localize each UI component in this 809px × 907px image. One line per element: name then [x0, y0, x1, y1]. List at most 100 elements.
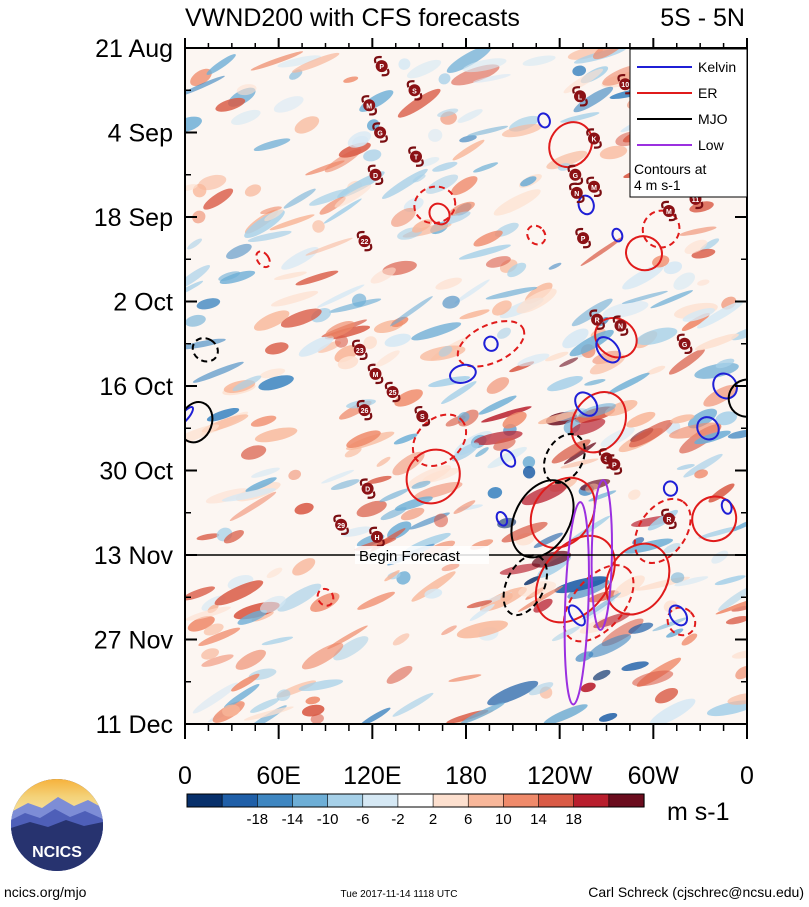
storm-circle-icon: [363, 99, 376, 112]
anomaly-blob: [467, 125, 509, 137]
colorbar-unit: m s-1: [667, 798, 730, 826]
storm-swirl-icon: [414, 405, 431, 427]
anomaly-blob: [437, 108, 459, 118]
anomaly-blob: [497, 327, 511, 339]
colorbar-label: -2: [391, 811, 404, 828]
storm-marker: R: [661, 508, 677, 530]
anomaly-blob: [523, 576, 540, 586]
region-label: 5S - 5N: [660, 4, 745, 32]
er-contour: [666, 606, 697, 637]
storm-swirl-icon: [361, 95, 378, 116]
storm-label: P: [581, 236, 586, 243]
anomaly-blob: [359, 707, 391, 724]
anomaly-blob: [185, 75, 225, 97]
storm-circle-icon: [410, 150, 422, 163]
legend-box: [629, 48, 748, 198]
x-tick-label: 60W: [628, 762, 680, 790]
storm-marker: G: [676, 333, 693, 355]
storm-circle-icon: [569, 168, 582, 181]
x-tick-label: 180: [445, 762, 487, 790]
storm-circle-icon: [361, 482, 374, 495]
anomaly-blob: [501, 521, 548, 543]
anomaly-blob: [694, 362, 739, 379]
anomaly-blob: [562, 328, 589, 349]
anomaly-blob: [376, 456, 391, 467]
colorbar-label: 2: [429, 811, 437, 828]
anomaly-blob: [559, 357, 579, 367]
anomaly-blob: [502, 411, 527, 429]
anomaly-blob: [253, 310, 290, 331]
anomaly-blob: [413, 481, 463, 500]
anomaly-blob: [240, 445, 267, 460]
er-contour: [625, 235, 663, 272]
anomaly-blob: [411, 480, 431, 489]
anomaly-blob: [681, 633, 698, 646]
storm-circle-icon: [375, 60, 388, 73]
anomaly-blob: [697, 300, 744, 329]
anomaly-blob: [522, 465, 536, 479]
anomaly-blob: [310, 592, 340, 612]
anomaly-blob: [628, 489, 641, 500]
anomaly-blob: [628, 622, 654, 634]
anomaly-blob: [185, 265, 211, 290]
anomaly-blob: [469, 603, 495, 622]
anomaly-blob: [622, 264, 665, 290]
storm-label: 25: [389, 390, 397, 397]
anomaly-blob: [196, 298, 221, 310]
y-tick-label: 2 Oct: [113, 289, 173, 317]
x-axis: 0 60E 120E 180 120W 60W 0: [178, 38, 754, 790]
anomaly-blob: [580, 682, 596, 693]
er-contour: [534, 534, 616, 624]
colorbar-frame: [186, 793, 645, 808]
anomaly-blob: [501, 123, 542, 138]
anomaly-blob: [517, 353, 550, 367]
forecast-start-label: Begin Forecast: [359, 548, 461, 565]
anomaly-blob: [294, 116, 320, 134]
anomaly-blob: [448, 674, 482, 682]
colorbar-label: 10: [495, 811, 512, 828]
footer-author: Carl Schreck (cjschrec@ncsu.edu): [588, 884, 804, 900]
anomaly-blob: [317, 341, 342, 353]
colorbar-swatch: [327, 793, 364, 808]
anomaly-blob: [453, 500, 476, 514]
anomaly-blob: [580, 236, 624, 267]
storm-circle-icon: [374, 126, 387, 139]
anomaly-blob: [341, 526, 373, 537]
anomaly-blob: [485, 286, 538, 300]
storm-circle-icon: [353, 343, 366, 356]
kelvin-contour: [574, 391, 599, 417]
storm-swirl-icon: [676, 333, 693, 355]
storm-swirl-icon: [356, 230, 373, 252]
storm-label: L: [578, 94, 583, 101]
colorbar-swatch: [292, 793, 329, 808]
storm-swirl-icon: [408, 146, 424, 167]
anomaly-blob: [231, 673, 260, 692]
anomaly-blob: [418, 157, 440, 167]
anomaly-blob: [473, 230, 503, 247]
storm-marker: M: [361, 95, 378, 116]
kelvin-contour: [611, 227, 624, 243]
legend-note-line: 4 m s-1: [634, 177, 681, 193]
storm-swirl-icon: [351, 339, 368, 361]
anomaly-blob: [187, 238, 203, 250]
anomaly-blob: [545, 351, 569, 362]
storm-label: D: [373, 173, 378, 180]
anomaly-blob: [187, 616, 215, 632]
storm-circle-icon: [358, 235, 371, 248]
legend-label-mjo: MJO: [698, 111, 728, 127]
anomaly-blob: [251, 467, 280, 478]
colorbar: -18 -14 -10 -6 -2 2 6 10 14 18: [186, 793, 645, 828]
anomaly-blob: [391, 207, 416, 227]
er-contour: [405, 448, 461, 505]
anomaly-blob: [205, 488, 250, 504]
anomaly-blob: [201, 654, 234, 667]
anomaly-blob: [295, 270, 339, 286]
anomaly-blob: [219, 270, 256, 285]
anomaly-blob: [628, 420, 673, 448]
storm-circle-icon: [335, 518, 348, 531]
anomaly-blob: [697, 279, 710, 286]
anomaly-blob: [276, 689, 291, 702]
anomaly-blob: [334, 184, 372, 208]
anomaly-blob: [452, 139, 485, 161]
storm-label: G: [573, 173, 579, 180]
